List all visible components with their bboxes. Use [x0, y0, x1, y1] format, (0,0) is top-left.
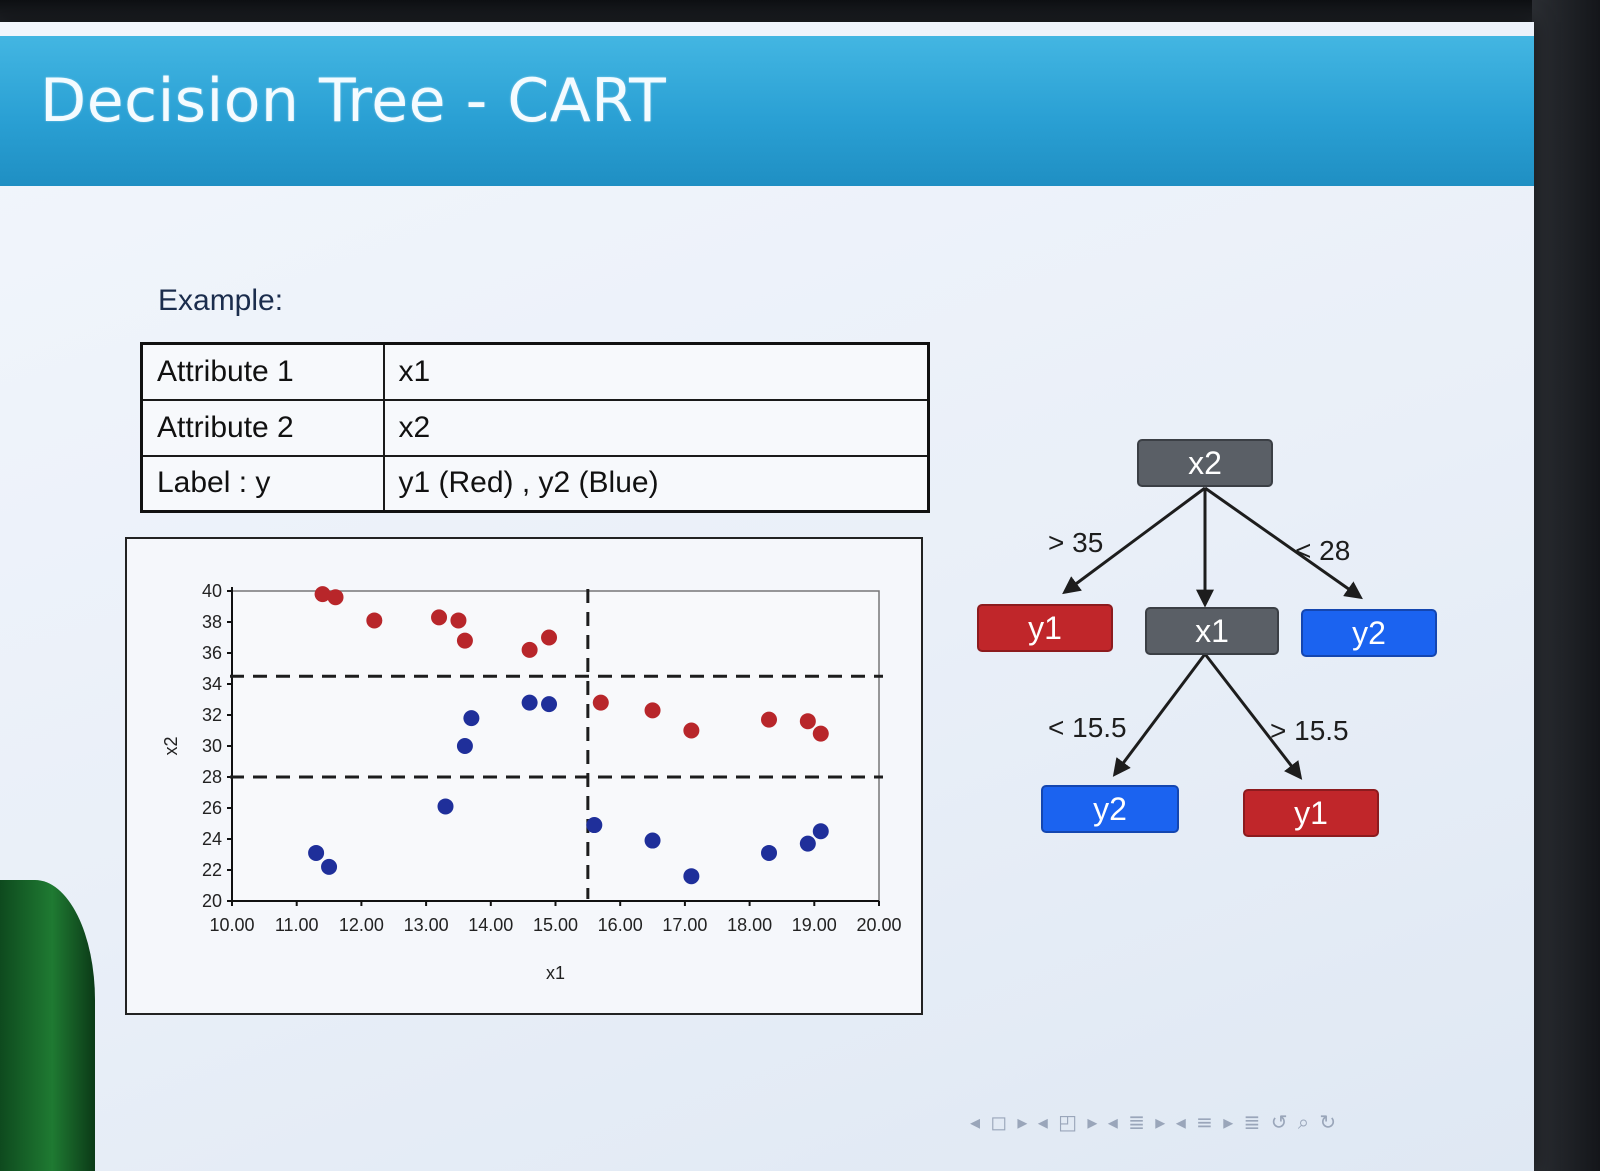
edge-root-right — [1204, 486, 1363, 600]
point-y2 — [456, 738, 473, 754]
point-y1 — [761, 711, 778, 728]
y-tick-label: 34 — [202, 674, 222, 694]
point-y1 — [644, 702, 661, 719]
node-label: y1 — [1294, 795, 1328, 831]
scatter-panel: 10.00 11.00 12.00 13.00 14.00 15.00 16.00 17.00… — [125, 537, 923, 1015]
y-tick-label: 24 — [202, 829, 222, 849]
table-value: x2 — [382, 398, 930, 457]
node-label: x1 — [1195, 613, 1229, 649]
point-y2 — [541, 696, 558, 713]
attribute-table: Attribute 1 x1 Attribute 2 x2 Label : y … — [140, 342, 930, 513]
decision-tree: > 35 < 28 < 15.5 > 15.5 x2 y1 x1 y2 y2 y… — [977, 439, 1437, 837]
point-y2 — [761, 844, 778, 861]
title-bar: Decision Tree - CART — [0, 36, 1534, 186]
table-row: Attribute 1 x1 — [140, 342, 930, 401]
table-row: Label : y y1 (Red) , y2 (Blue) — [140, 454, 930, 513]
point-y1 — [450, 612, 467, 629]
y-tick-label: 38 — [202, 612, 222, 632]
presenter-silhouette — [0, 880, 95, 1171]
point-y1 — [812, 725, 829, 742]
point-y2 — [463, 710, 480, 727]
x-tick-label: 16.00 — [598, 915, 643, 935]
table-row: Attribute 2 x2 — [140, 398, 930, 457]
edge-label-gt35: > 35 — [1048, 527, 1103, 558]
point-y2 — [812, 823, 829, 840]
point-y2 — [586, 817, 603, 834]
tree-leaf-y1-left: y1 — [977, 604, 1113, 652]
y-tick-label: 40 — [202, 581, 222, 601]
example-label: Example: — [158, 284, 284, 317]
edge-label-lt15-5: < 15.5 — [1048, 712, 1127, 743]
room-right-wall — [1532, 0, 1600, 1171]
table-key: Label : y — [140, 454, 385, 513]
x-tick-label: 12.00 — [339, 915, 384, 935]
node-label: y1 — [1028, 610, 1062, 646]
point-y1 — [521, 641, 538, 658]
node-label: y2 — [1093, 791, 1127, 827]
table-value: y1 (Red) , y2 (Blue) — [382, 454, 930, 513]
projected-slide: Decision Tree - CART Example: Attribute … — [0, 22, 1534, 1171]
y-tick-label: 36 — [202, 643, 222, 663]
node-label: y2 — [1352, 615, 1386, 651]
edge-label-lt28: < 28 — [1295, 535, 1350, 566]
point-y2 — [644, 832, 661, 849]
point-y2 — [437, 798, 454, 815]
y-tick-label: 28 — [202, 767, 222, 787]
point-y1 — [799, 713, 816, 730]
table-key: Attribute 2 — [140, 398, 385, 457]
edge-root-left — [1062, 486, 1206, 595]
point-y1 — [431, 609, 448, 626]
y-tick-label: 32 — [202, 705, 222, 725]
point-y2 — [321, 858, 338, 875]
x-tick-label: 14.00 — [468, 915, 513, 935]
x-tick-label: 11.00 — [275, 915, 319, 935]
tree-leaf-y2-right: y2 — [1301, 609, 1437, 657]
x-tick-label: 18.00 — [727, 915, 772, 935]
x-tick-label: 15.00 — [533, 915, 578, 935]
point-y1 — [314, 586, 331, 603]
edge-label-gt15-5: > 15.5 — [1270, 715, 1349, 746]
y-tick-label: 30 — [202, 736, 222, 756]
tree-leaf-y2-bottom: y2 — [1041, 785, 1179, 833]
y-axis-label: x2 — [161, 736, 181, 755]
point-y1 — [541, 629, 558, 646]
y-tick-label: 26 — [202, 798, 222, 818]
slide-navigation[interactable]: ◂ ◻ ▸ ◂ ◰ ▸ ◂ ≣ ▸ ◂ ≡ ▸ ≣ ↺ ⌕ ↻ — [970, 1110, 1339, 1134]
point-y1 — [327, 589, 344, 606]
y-tick-label: 22 — [202, 860, 222, 880]
x-tick-label: 10.00 — [209, 915, 254, 935]
point-y2 — [308, 844, 325, 861]
tree-leaf-y1-bottom: y1 — [1243, 789, 1379, 837]
point-y2 — [799, 835, 816, 852]
x-tick-label: 17.00 — [662, 915, 707, 935]
edge-mid-left — [1112, 653, 1207, 777]
scatter-plot: 10.00 11.00 12.00 13.00 14.00 15.00 16.00 17.00… — [161, 581, 902, 983]
point-y1 — [366, 612, 383, 629]
node-label: x2 — [1188, 445, 1222, 481]
edge-mid-right — [1203, 653, 1303, 780]
point-y2 — [683, 868, 700, 885]
x-axis-label: x1 — [546, 963, 565, 983]
x-tick-label: 19.00 — [792, 915, 837, 935]
point-y1 — [683, 722, 700, 739]
point-y2 — [521, 694, 538, 711]
y-tick-label: 20 — [202, 891, 222, 911]
x-tick-label: 20.00 — [856, 915, 901, 935]
slide-title: Decision Tree - CART — [40, 66, 667, 136]
table-value: x1 — [382, 342, 930, 401]
point-y1 — [592, 694, 609, 711]
x-tick-label: 13.00 — [404, 915, 449, 935]
table-key: Attribute 1 — [140, 342, 385, 401]
tree-node-root: x2 — [1137, 439, 1273, 487]
tree-node-x1: x1 — [1145, 607, 1279, 655]
point-y1 — [456, 632, 473, 649]
